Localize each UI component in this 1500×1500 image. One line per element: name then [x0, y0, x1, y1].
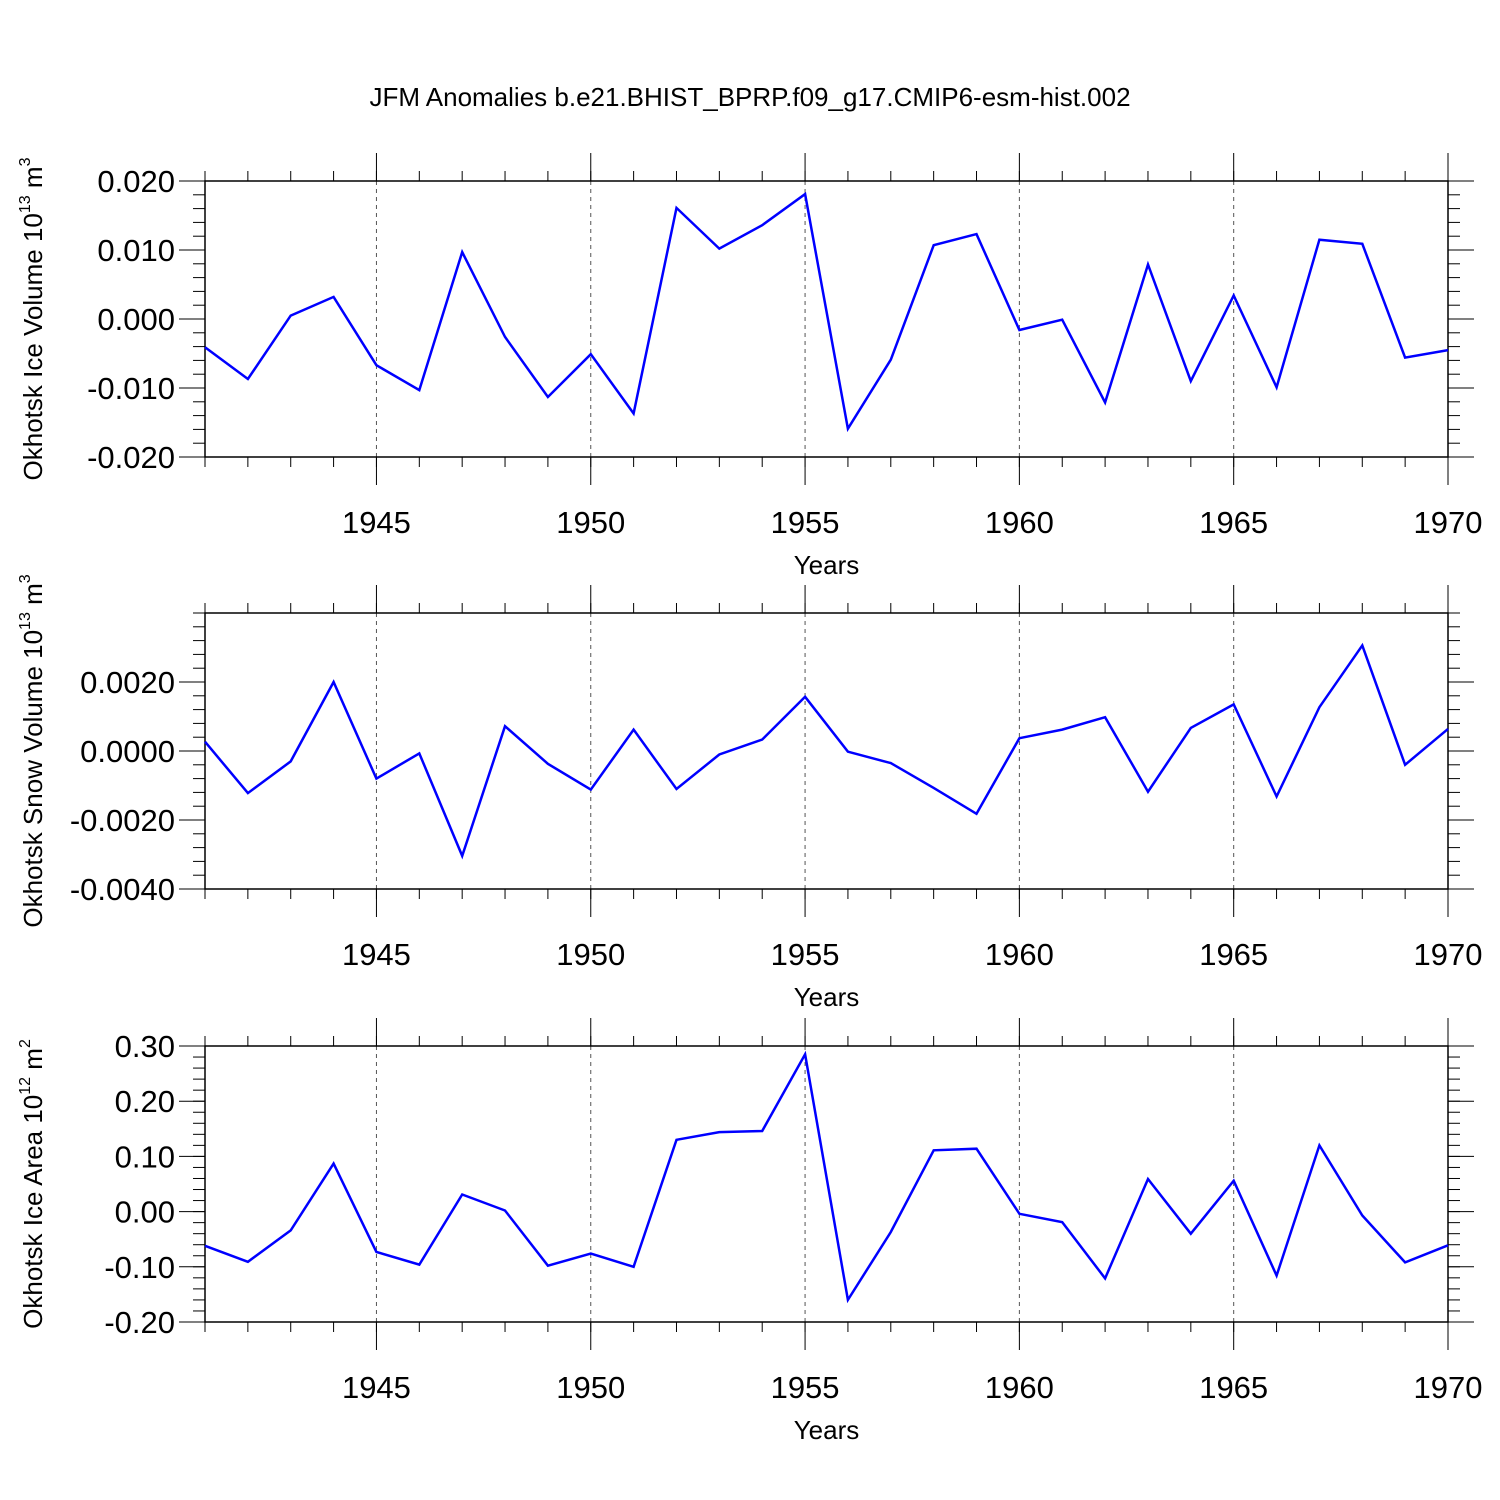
y-tick-label: -0.20 — [104, 1305, 175, 1340]
y-axis-label: Okhotsk Snow Volume 1013 m3 — [17, 574, 48, 927]
series-line — [204, 1050, 1449, 1304]
y-tick-label: -0.10 — [104, 1250, 175, 1285]
y-axis-label: Okhotsk Ice Volume 1013 m3 — [17, 157, 48, 480]
x-tick-label: 1945 — [342, 937, 411, 972]
chart-panel-1: -0.020 -0.010 0.000 0.010 0.020 1945 1950 1955 1… — [17, 153, 1482, 580]
series-line — [204, 642, 1449, 860]
y-tick-label: -0.0040 — [70, 872, 175, 907]
y-tick-label: 0.000 — [97, 302, 175, 337]
y-axis-label: Okhotsk Ice Area 1012 m2 — [17, 1039, 48, 1329]
plot-frame — [204, 1045, 1449, 1323]
x-tick-label: 1955 — [771, 937, 840, 972]
x-tick-label: 1960 — [985, 505, 1054, 540]
y-tick-label: 0.0020 — [80, 665, 175, 700]
x-tick-label: 1965 — [1199, 505, 1268, 540]
x-tick-label: 1945 — [342, 505, 411, 540]
x-tick-label: 1960 — [985, 937, 1054, 972]
x-tick-label: 1970 — [1414, 1370, 1483, 1405]
x-tick-label: 1945 — [342, 1370, 411, 1405]
x-tick-label: 1970 — [1414, 505, 1483, 540]
x-tick-label: 1960 — [985, 1370, 1054, 1405]
plot-frame — [204, 612, 1449, 890]
plot-frame — [204, 180, 1449, 458]
x-tick-label: 1965 — [1199, 1370, 1268, 1405]
y-tick-label: 0.20 — [115, 1084, 175, 1119]
series-line — [204, 191, 1449, 433]
y-tick-label: -0.010 — [87, 371, 175, 406]
x-tick-label: 1950 — [556, 937, 625, 972]
x-tick-label: 1950 — [556, 505, 625, 540]
y-tick-label: 0.10 — [115, 1139, 175, 1174]
chart-panel-3: -0.20 -0.10 0.00 0.10 0.20 0.30 1945 1950 1955 19… — [17, 1018, 1482, 1445]
chart-panel-2: -0.0040 -0.0020 0.0000 0.0020 1945 1950 1955 19… — [17, 574, 1482, 1012]
x-tick-label: 1955 — [771, 505, 840, 540]
y-tick-label: 0.30 — [115, 1029, 175, 1064]
x-axis-label: Years — [794, 1415, 860, 1445]
x-axis-label: Years — [794, 982, 860, 1012]
panels: -0.020 -0.010 0.000 0.010 0.020 1945 1950 1955 1… — [17, 153, 1482, 1445]
y-tick-label: 0.020 — [97, 164, 175, 199]
y-tick-label: 0.010 — [97, 233, 175, 268]
x-tick-label: 1965 — [1199, 937, 1268, 972]
y-tick-label: 0.00 — [115, 1195, 175, 1230]
y-tick-label: 0.0000 — [80, 734, 175, 769]
x-tick-label: 1955 — [771, 1370, 840, 1405]
y-tick-label: -0.020 — [87, 440, 175, 475]
x-tick-label: 1970 — [1414, 937, 1483, 972]
figure-title: JFM Anomalies b.e21.BHIST_BPRP.f09_g17.C… — [369, 82, 1130, 112]
x-axis-label: Years — [794, 550, 860, 580]
y-tick-label: -0.0020 — [70, 803, 175, 838]
x-tick-label: 1950 — [556, 1370, 625, 1405]
